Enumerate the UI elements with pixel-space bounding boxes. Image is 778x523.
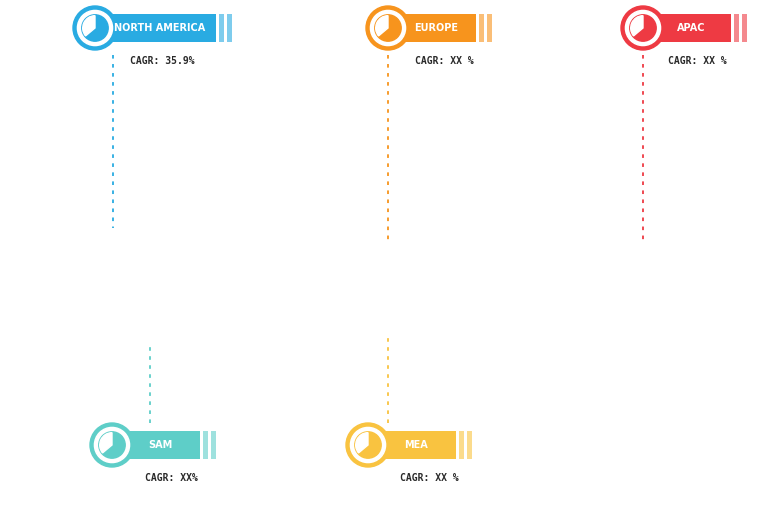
- Circle shape: [375, 15, 401, 41]
- FancyBboxPatch shape: [459, 431, 464, 459]
- Circle shape: [366, 6, 410, 50]
- Circle shape: [370, 10, 405, 46]
- Wedge shape: [376, 16, 388, 36]
- FancyBboxPatch shape: [219, 14, 225, 42]
- Circle shape: [82, 15, 108, 41]
- Circle shape: [90, 423, 134, 467]
- Circle shape: [355, 432, 381, 458]
- Text: CAGR: XX %: CAGR: XX %: [668, 56, 727, 66]
- Wedge shape: [356, 433, 368, 453]
- Circle shape: [73, 6, 117, 50]
- FancyBboxPatch shape: [641, 14, 731, 42]
- FancyBboxPatch shape: [211, 431, 216, 459]
- FancyBboxPatch shape: [479, 14, 484, 42]
- Text: CAGR: XX %: CAGR: XX %: [400, 473, 459, 483]
- Text: NORTH AMERICA: NORTH AMERICA: [114, 23, 205, 33]
- FancyBboxPatch shape: [203, 431, 208, 459]
- FancyBboxPatch shape: [742, 14, 747, 42]
- Circle shape: [630, 15, 656, 41]
- FancyBboxPatch shape: [487, 14, 492, 42]
- FancyBboxPatch shape: [227, 14, 233, 42]
- Circle shape: [621, 6, 665, 50]
- Circle shape: [94, 427, 130, 463]
- FancyBboxPatch shape: [366, 431, 456, 459]
- Text: CAGR: XX%: CAGR: XX%: [145, 473, 198, 483]
- FancyBboxPatch shape: [734, 14, 739, 42]
- Circle shape: [99, 432, 125, 458]
- FancyBboxPatch shape: [110, 431, 200, 459]
- FancyBboxPatch shape: [386, 14, 476, 42]
- Text: MEA: MEA: [404, 440, 428, 450]
- Wedge shape: [631, 16, 643, 36]
- Circle shape: [346, 423, 390, 467]
- Circle shape: [350, 427, 386, 463]
- Text: EUROPE: EUROPE: [414, 23, 458, 33]
- Text: CAGR: XX %: CAGR: XX %: [415, 56, 474, 66]
- FancyBboxPatch shape: [93, 14, 216, 42]
- FancyBboxPatch shape: [467, 431, 472, 459]
- Text: APAC: APAC: [677, 23, 705, 33]
- Circle shape: [626, 10, 661, 46]
- Wedge shape: [82, 16, 95, 36]
- Text: CAGR: 35.9%: CAGR: 35.9%: [130, 56, 194, 66]
- Circle shape: [77, 10, 113, 46]
- Wedge shape: [100, 433, 112, 453]
- Text: SAM: SAM: [148, 440, 172, 450]
